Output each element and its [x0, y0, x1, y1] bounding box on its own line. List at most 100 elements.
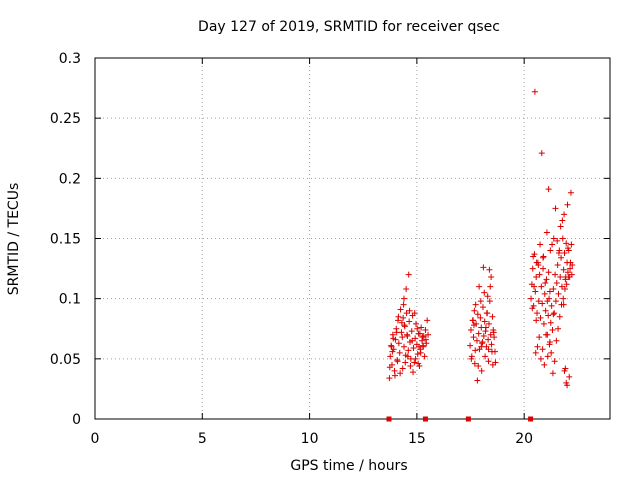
data-point: [490, 329, 497, 336]
data-point: [541, 290, 548, 297]
data-point: [405, 271, 412, 278]
data-point: [395, 340, 402, 347]
y-tick-label: 0.25: [50, 111, 81, 127]
data-point: [412, 355, 419, 362]
data-point: [542, 280, 549, 287]
data-point: [546, 341, 553, 348]
data-point: [567, 265, 574, 272]
data-point: [425, 331, 432, 338]
data-point: [467, 326, 474, 333]
data-point: [546, 288, 553, 295]
data-point: [470, 334, 477, 341]
data-point: [395, 313, 402, 320]
data-point: [403, 310, 410, 317]
data-point: [533, 317, 540, 324]
data-point: [552, 205, 559, 212]
data-point: [542, 307, 549, 314]
data-point: [555, 325, 562, 332]
baseline-marker: [465, 416, 471, 422]
data-point: [415, 360, 422, 367]
data-point: [401, 322, 408, 329]
data-point: [560, 295, 567, 302]
data-point: [560, 301, 567, 308]
data-point: [394, 358, 401, 365]
data-point: [418, 324, 425, 331]
data-point: [485, 320, 492, 327]
x-tick-label: 15: [408, 431, 426, 447]
data-point: [467, 342, 474, 349]
data-point: [486, 266, 493, 273]
data-point: [534, 310, 541, 317]
data-point: [553, 280, 560, 287]
y-tick-label: 0.15: [50, 232, 81, 248]
data-point: [411, 310, 418, 317]
data-point: [537, 355, 544, 362]
data-point: [568, 241, 575, 248]
data-point: [481, 318, 488, 325]
data-point: [557, 223, 564, 230]
data-point: [555, 249, 562, 256]
data-point: [471, 360, 478, 367]
data-point: [569, 261, 576, 268]
data-point: [386, 364, 393, 371]
data-point: [399, 365, 406, 372]
data-point: [540, 265, 547, 272]
data-point: [559, 217, 566, 224]
data-point: [554, 237, 561, 244]
data-point: [483, 310, 490, 317]
data-point: [536, 334, 543, 341]
data-point: [421, 353, 428, 360]
data-point: [528, 295, 535, 302]
data-point: [555, 290, 562, 297]
data-point: [482, 324, 489, 331]
baseline-marker: [386, 416, 392, 422]
data-point: [410, 345, 417, 352]
data-point: [485, 346, 492, 353]
data-point: [411, 359, 418, 366]
data-point: [406, 318, 413, 325]
data-point: [487, 331, 494, 338]
y-tick-label: 0: [72, 412, 81, 428]
data-point: [422, 336, 429, 343]
data-point: [552, 271, 559, 278]
plot-frame: [94, 57, 611, 420]
data-point: [404, 353, 411, 360]
data-point: [391, 372, 398, 379]
data-point: [400, 301, 407, 308]
data-point: [481, 289, 488, 296]
data-point: [554, 261, 561, 268]
data-point: [486, 298, 493, 305]
data-point: [541, 361, 548, 368]
data-point: [410, 369, 417, 376]
data-point: [489, 361, 496, 368]
data-point: [478, 367, 485, 374]
data-point: [412, 335, 419, 342]
y-tick-label: 0.3: [59, 51, 81, 67]
y-tick-label: 0.1: [59, 292, 81, 308]
data-point: [561, 286, 568, 293]
data-point: [422, 326, 429, 333]
data-points: [386, 88, 576, 389]
data-point: [476, 283, 483, 290]
y-tick-labels: 0 0.05 0.1 0.15 0.2 0.25 0.3: [50, 51, 81, 428]
data-point: [537, 241, 544, 248]
data-point: [549, 241, 556, 248]
data-point: [407, 363, 414, 370]
data-point: [397, 306, 404, 313]
data-point: [532, 288, 539, 295]
data-point: [479, 338, 486, 345]
data-point: [562, 274, 569, 281]
data-point: [474, 377, 481, 384]
data-point: [489, 313, 496, 320]
data-point: [531, 283, 538, 290]
data-point: [545, 312, 552, 319]
data-point: [563, 281, 570, 288]
data-point: [563, 240, 570, 247]
data-point: [420, 332, 427, 339]
data-point: [534, 343, 541, 350]
data-point: [389, 348, 396, 355]
data-point: [547, 319, 554, 326]
data-point: [545, 186, 552, 193]
data-point: [477, 298, 484, 305]
